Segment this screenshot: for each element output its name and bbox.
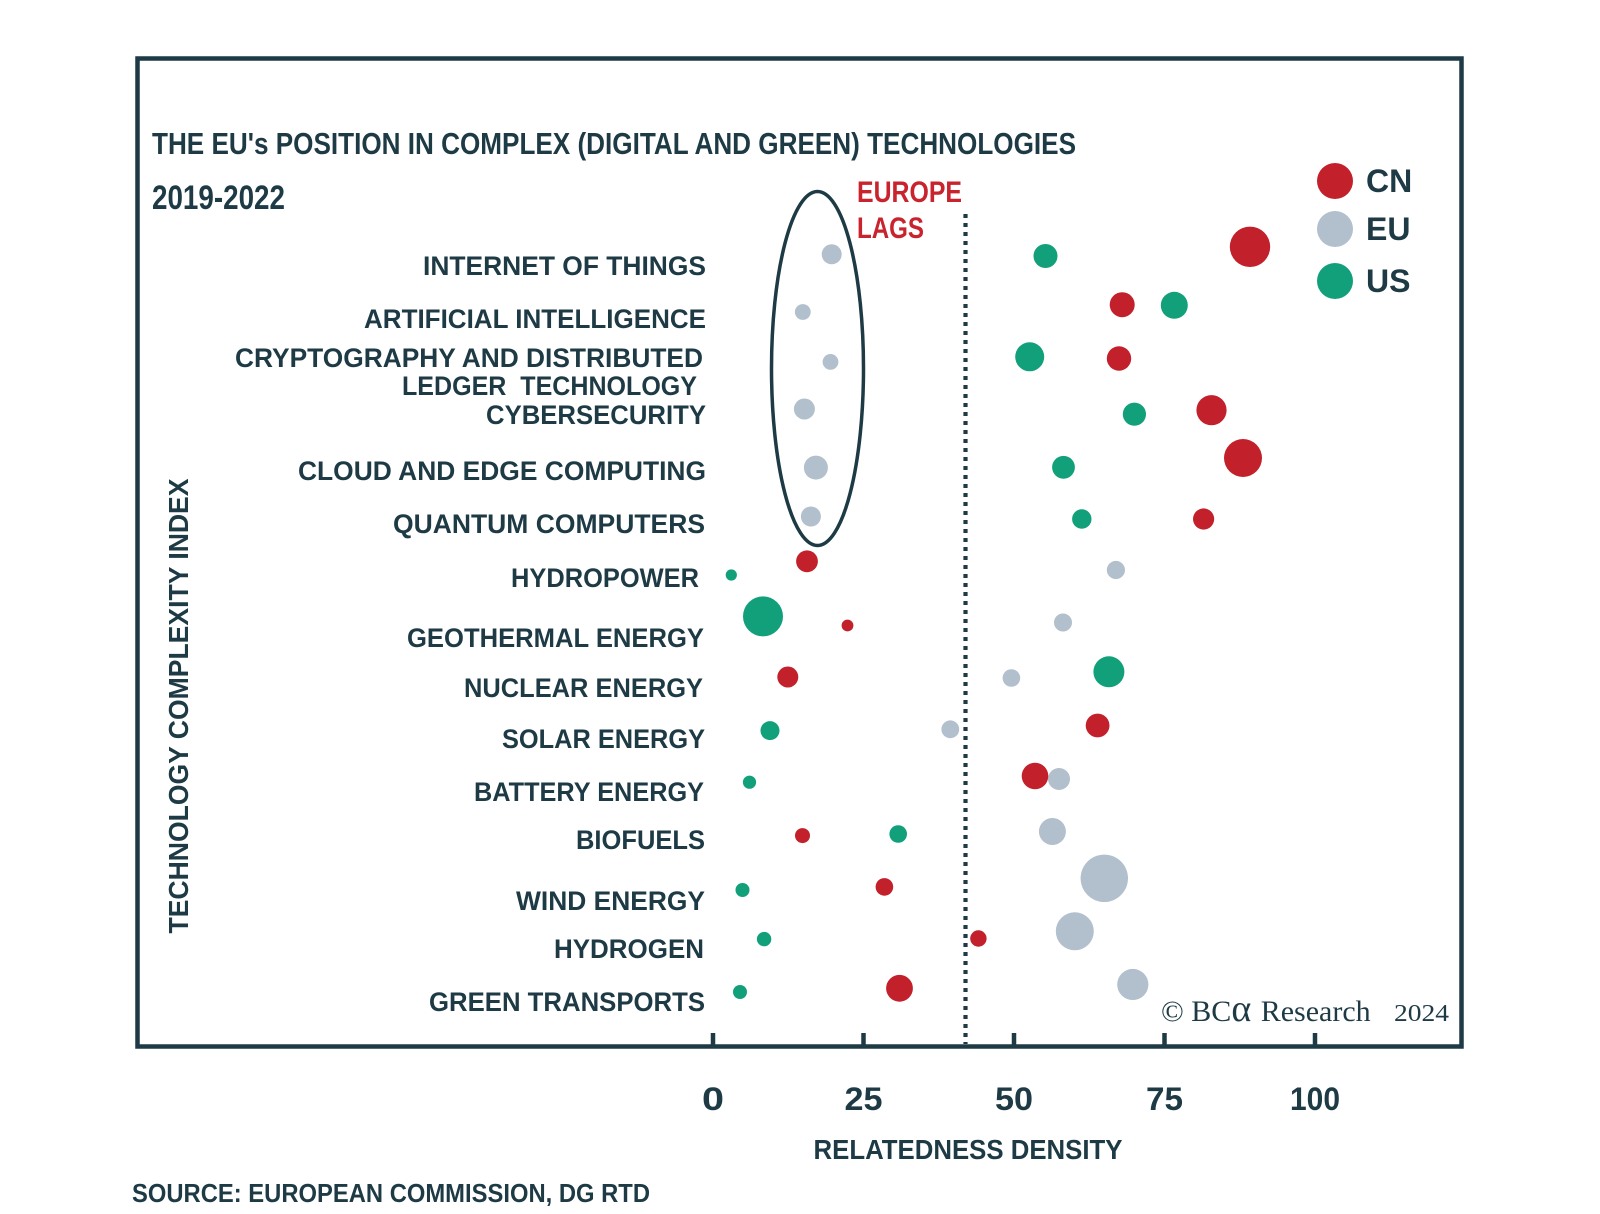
svg-text:CN: CN <box>1366 163 1412 199</box>
svg-text:100: 100 <box>1290 1081 1340 1117</box>
svg-text:RELATEDNESS DENSITY: RELATEDNESS DENSITY <box>814 1134 1123 1165</box>
svg-text:GREEN TRANSPORTS: GREEN TRANSPORTS <box>429 987 705 1017</box>
svg-text:LEDGER TECHNOLOGY: LEDGER TECHNOLOGY <box>402 371 697 401</box>
svg-text:QUANTUM COMPUTERS: QUANTUM COMPUTERS <box>393 509 705 539</box>
svg-text:HYDROPOWER: HYDROPOWER <box>511 563 699 593</box>
svg-text:TECHNOLOGY COMPLEXITY INDEX: TECHNOLOGY COMPLEXITY INDEX <box>163 478 194 933</box>
svg-text:EU: EU <box>1366 211 1410 247</box>
svg-text:CLOUD AND EDGE COMPUTING: CLOUD AND EDGE COMPUTING <box>298 456 706 486</box>
svg-text:EUROPE: EUROPE <box>857 176 962 209</box>
svg-text:BIOFUELS: BIOFUELS <box>576 825 705 855</box>
svg-text:© BCα Research: © BCα Research <box>1161 988 1371 1030</box>
svg-text:CRYPTOGRAPHY AND DISTRIBUTED: CRYPTOGRAPHY AND DISTRIBUTED <box>235 343 703 373</box>
svg-text:SOLAR ENERGY: SOLAR ENERGY <box>502 724 705 754</box>
svg-text:BATTERY ENERGY: BATTERY ENERGY <box>474 777 704 807</box>
svg-text:2024: 2024 <box>1394 1001 1449 1027</box>
svg-text:WIND ENERGY: WIND ENERGY <box>516 886 705 916</box>
svg-text:75: 75 <box>1146 1081 1183 1117</box>
svg-text:2019-2022: 2019-2022 <box>152 179 285 217</box>
svg-text:50: 50 <box>995 1081 1033 1117</box>
svg-text:25: 25 <box>845 1081 883 1117</box>
svg-text:GEOTHERMAL ENERGY: GEOTHERMAL ENERGY <box>407 623 704 653</box>
svg-text:HYDROGEN: HYDROGEN <box>554 934 704 964</box>
svg-text:INTERNET OF THINGS: INTERNET OF THINGS <box>423 251 706 281</box>
svg-text:NUCLEAR ENERGY: NUCLEAR ENERGY <box>464 673 703 703</box>
svg-text:LAGS: LAGS <box>857 212 924 245</box>
svg-text:CYBERSECURITY: CYBERSECURITY <box>486 400 706 430</box>
svg-text:THE EU's POSITION IN COMPLEX (: THE EU's POSITION IN COMPLEX (DIGITAL AN… <box>152 126 1076 161</box>
svg-text:ARTIFICIAL INTELLIGENCE: ARTIFICIAL INTELLIGENCE <box>364 304 706 334</box>
svg-text:0: 0 <box>702 1081 724 1117</box>
svg-text:US: US <box>1366 263 1410 299</box>
svg-text:SOURCE: EUROPEAN COMMISSION, D: SOURCE: EUROPEAN COMMISSION, DG RTD <box>132 1178 650 1208</box>
